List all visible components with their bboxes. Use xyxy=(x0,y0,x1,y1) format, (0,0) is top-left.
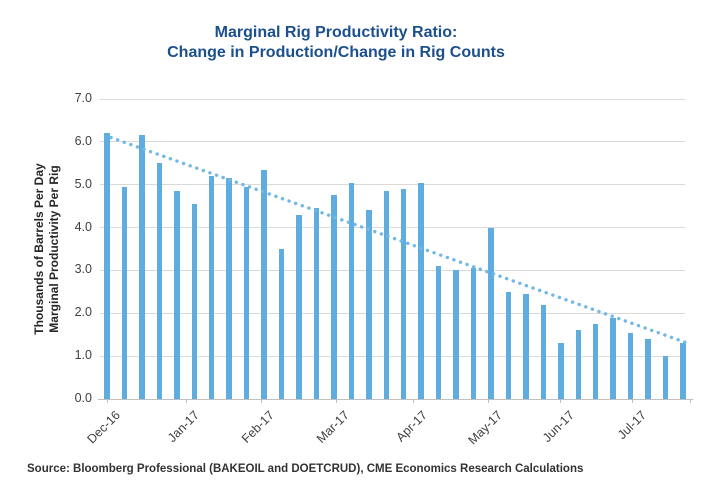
bar xyxy=(243,186,250,399)
bar xyxy=(191,204,198,399)
x-axis-tick xyxy=(106,399,108,403)
bar xyxy=(226,178,232,399)
x-axis-tick xyxy=(260,399,262,403)
bar xyxy=(383,191,390,399)
gridline xyxy=(100,269,685,271)
bar xyxy=(680,343,686,399)
x-axis-tick-label: Jun-17 xyxy=(539,408,577,445)
y-axis-tick-label: 6.0 xyxy=(74,133,92,148)
bar xyxy=(558,343,564,399)
bar xyxy=(121,186,128,399)
chart-title-line-1: Marginal Rig Productivity Ratio: xyxy=(214,24,458,41)
bar xyxy=(435,266,442,399)
source-text: Source: Bloomberg Professional (BAKEOIL … xyxy=(27,463,584,475)
chart-title-line-2: Change in Production/Change in Rig Count… xyxy=(167,44,505,61)
bar xyxy=(156,163,163,399)
y-axis-tick-label: 0.0 xyxy=(74,391,92,405)
gridline xyxy=(100,98,685,100)
x-axis-tick xyxy=(488,399,490,403)
bar xyxy=(104,133,110,399)
y-axis-tick-label: 4.0 xyxy=(74,219,92,234)
x-axis-tick-label: Dec-16 xyxy=(84,408,123,447)
bar xyxy=(348,182,355,399)
y-axis-tick-label: 3.0 xyxy=(74,262,92,277)
gridline xyxy=(100,227,685,229)
x-axis-tick-label: Jul-17 xyxy=(614,408,649,442)
y-axis-tick-label: 2.0 xyxy=(74,305,92,320)
bar xyxy=(505,291,512,399)
gridline xyxy=(100,184,685,186)
gridline xyxy=(100,355,685,357)
x-axis-tick-label: Apr-17 xyxy=(393,408,430,445)
x-axis-tick-label: Jan-17 xyxy=(165,408,203,445)
bar xyxy=(523,294,529,399)
bar xyxy=(575,330,582,399)
chart-title: Marginal Rig Productivity Ratio: Change … xyxy=(0,23,672,63)
x-axis-tick-label: Feb-17 xyxy=(239,408,277,446)
bar xyxy=(278,249,285,399)
bar xyxy=(400,189,407,399)
x-axis-tick xyxy=(560,399,562,403)
bar xyxy=(139,135,145,399)
x-axis-tick xyxy=(632,399,634,403)
x-axis-tick xyxy=(185,399,187,403)
bar xyxy=(331,195,337,399)
x-axis-line xyxy=(98,399,693,400)
bar xyxy=(261,169,267,399)
x-axis-tick xyxy=(335,399,337,403)
y-axis-tick-label: 1.0 xyxy=(74,348,92,363)
bar xyxy=(296,214,302,399)
gridline xyxy=(100,141,685,143)
x-axis-tick-label: May-17 xyxy=(465,408,505,448)
bar xyxy=(610,317,616,399)
x-axis-tick xyxy=(689,399,691,403)
x-axis-tick-label: Mar-17 xyxy=(314,408,352,446)
bar xyxy=(366,210,372,399)
bar xyxy=(313,208,320,399)
x-axis-tick xyxy=(413,399,415,403)
bar xyxy=(627,332,634,399)
bar xyxy=(174,191,180,399)
bar xyxy=(592,324,599,399)
y-axis-tick-label: 7.0 xyxy=(74,91,92,105)
bar xyxy=(488,227,494,399)
bar xyxy=(470,268,477,399)
bar xyxy=(540,304,547,399)
bar xyxy=(645,339,651,399)
bar xyxy=(453,270,459,399)
bar xyxy=(418,182,424,399)
y-axis-title-line-1: Thousands of Barrels Per Day xyxy=(32,163,46,335)
y-axis-tick-label: 5.0 xyxy=(74,176,92,191)
gridline xyxy=(100,312,685,314)
bar xyxy=(208,176,215,399)
bar xyxy=(662,356,669,399)
